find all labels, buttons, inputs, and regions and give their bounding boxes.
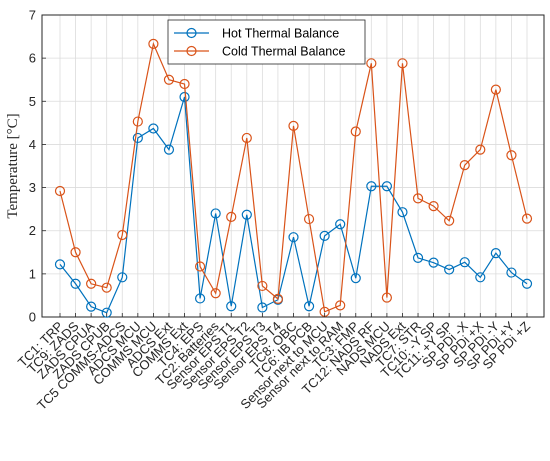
series-line-1: [59, 41, 528, 313]
data-point: [366, 181, 377, 192]
data-point: [272, 293, 284, 304]
data-point: [335, 300, 346, 311]
data-point: [366, 58, 377, 69]
data-point: [179, 78, 190, 90]
y-tick-label: 1: [29, 266, 36, 281]
y-axis-label: Temperature [°C]: [5, 113, 21, 218]
data-point: [350, 273, 361, 284]
y-tick-label: 4: [29, 137, 36, 152]
data-point: [54, 259, 66, 270]
data-point: [241, 209, 252, 220]
data-point: [506, 150, 517, 161]
data-point: [490, 248, 501, 259]
legend: Hot Thermal Balance Cold Thermal Balance: [167, 19, 366, 65]
data-point: [195, 293, 206, 304]
data-point: [163, 144, 175, 155]
legend-marker-hot: [186, 27, 197, 39]
data-point: [241, 132, 252, 144]
data-point: [54, 185, 66, 197]
series-layer: [54, 38, 533, 318]
data-point: [86, 278, 97, 289]
data-point: [475, 144, 486, 155]
data-point: [101, 307, 112, 318]
plot-border: [41, 14, 545, 318]
y-axis-ticks: 0 1 2 3 4 5 6 7: [29, 8, 46, 325]
data-point: [288, 232, 299, 243]
data-point: [397, 207, 408, 218]
data-point: [117, 229, 128, 241]
data-point: [179, 91, 190, 103]
data-point: [226, 301, 237, 312]
legend-box: [167, 19, 366, 65]
legend-label-hot: Hot Thermal Balance: [222, 27, 339, 41]
series-line-0: [59, 96, 528, 314]
data-point: [86, 301, 97, 312]
data-point: [521, 278, 533, 289]
data-point: [210, 208, 221, 219]
data-point: [381, 181, 392, 192]
data-point: [475, 272, 486, 283]
data-point: [428, 201, 439, 212]
data-point: [101, 282, 112, 293]
data-point: [257, 302, 268, 313]
legend-marker-cold: [186, 45, 197, 57]
y-tick-label: 6: [29, 51, 36, 66]
y-tick-label: 2: [29, 223, 36, 238]
data-point: [132, 116, 143, 127]
legend-label-cold: Cold Thermal Balance: [222, 45, 345, 59]
data-point: [444, 264, 455, 275]
data-point: [257, 280, 268, 292]
data-point: [397, 58, 408, 69]
y-tick-label: 5: [29, 94, 36, 109]
data-point: [506, 267, 517, 278]
data-point: [148, 123, 159, 134]
data-point: [459, 160, 470, 171]
data-point: [350, 126, 361, 137]
data-point: [428, 257, 439, 268]
data-point: [132, 132, 143, 144]
data-point: [226, 211, 237, 223]
data-point: [70, 247, 81, 258]
data-point: [412, 193, 424, 204]
y-tick-label: 0: [29, 310, 36, 325]
y-tick-label: 7: [29, 8, 36, 23]
data-point: [459, 257, 470, 268]
data-point: [70, 278, 81, 289]
data-point: [335, 219, 346, 230]
data-point: [117, 272, 128, 283]
data-point: [288, 120, 299, 131]
data-point: [412, 252, 424, 263]
data-point: [303, 301, 315, 312]
data-point: [210, 288, 221, 299]
data-point: [444, 215, 455, 226]
data-point: [303, 213, 315, 225]
data-point: [381, 292, 392, 303]
y-tick-label: 3: [29, 180, 36, 195]
data-point: [490, 84, 501, 95]
data-point: [319, 230, 330, 241]
data-point: [195, 261, 206, 272]
data-point: [521, 213, 533, 224]
data-point: [163, 74, 175, 85]
data-point: [148, 38, 159, 50]
